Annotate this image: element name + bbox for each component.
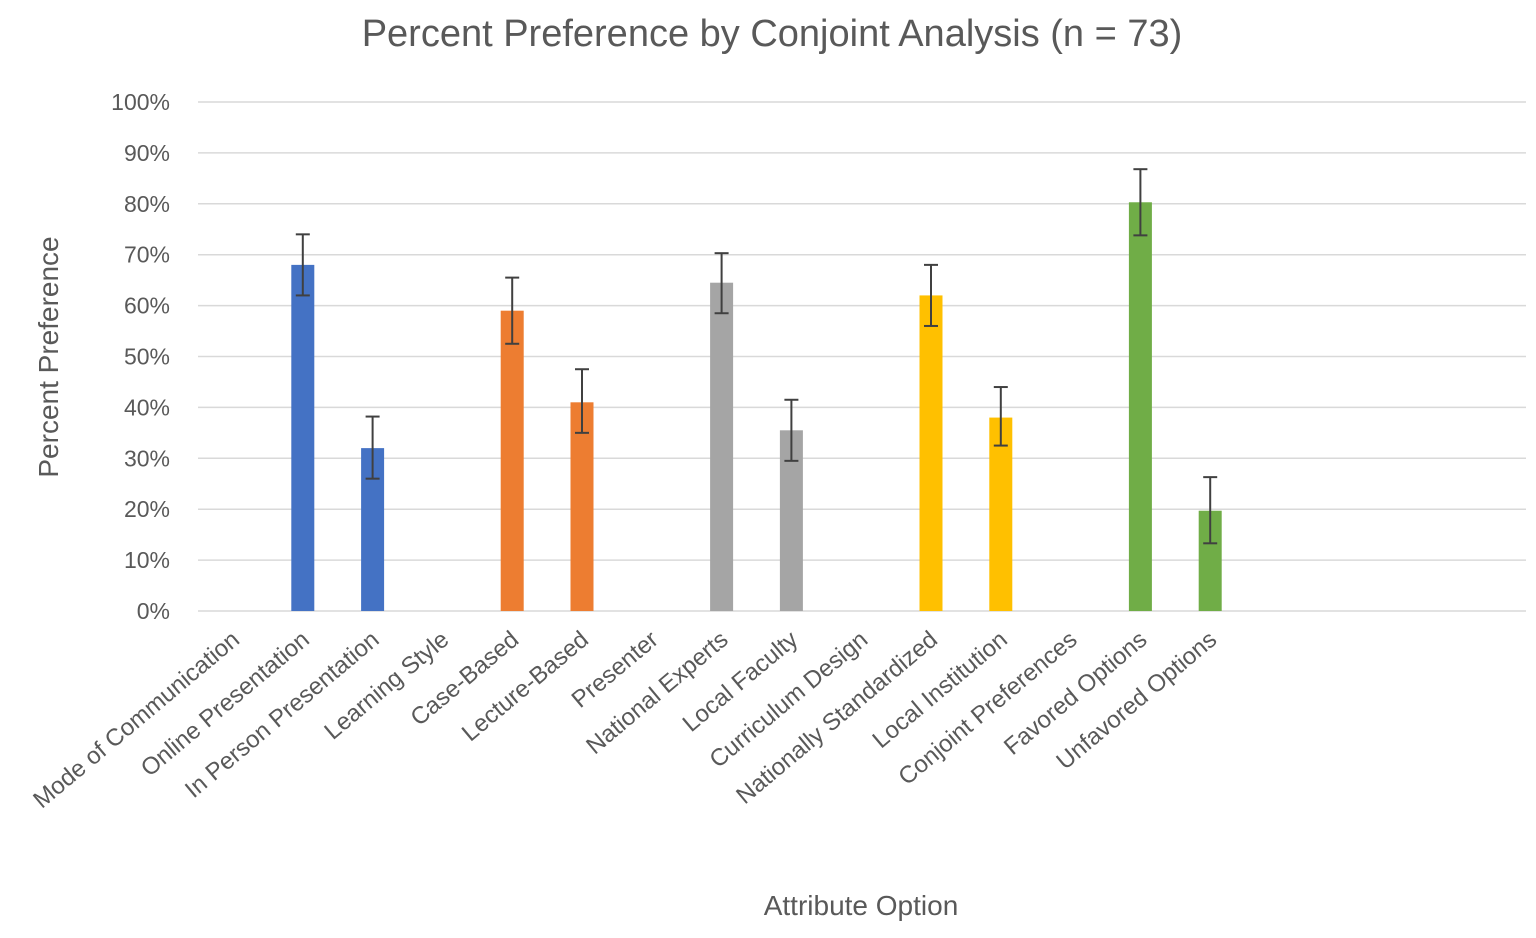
y-tick-label: 60% [124,293,170,319]
error-bar [575,368,589,434]
bar [1128,202,1152,611]
y-tick-label: 100% [111,89,170,115]
y-axis-title: Percent Preference [33,236,64,477]
y-tick-label: 90% [124,140,170,166]
bar [779,430,803,611]
error-bar [295,233,310,297]
bar [710,282,734,611]
error-bar [1133,168,1148,237]
bars [291,202,1222,611]
error-bar [924,263,938,327]
y-tick-label: 30% [124,445,170,471]
error-bar [505,276,520,345]
error-bar [365,415,380,480]
bar [989,417,1013,611]
x-tick-label: Learning Style [319,626,454,745]
bar [570,402,594,611]
error-bar [784,398,799,462]
x-axis-title: Attribute Option [764,890,959,921]
y-axis-ticks: 0% 10% 20% 30% 40% 50% 60% 70% 80% 90% 100% [111,89,170,624]
bar [919,295,943,611]
y-tick-label: 20% [124,496,170,522]
bar [361,448,385,611]
error-bars [295,168,1218,545]
bar [1198,510,1222,611]
bar [291,264,315,611]
chart-title: Percent Preference by Conjoint Analysis … [362,13,1183,55]
y-tick-label: 70% [124,242,170,268]
bar [500,310,524,611]
y-tick-label: 10% [124,547,170,573]
y-tick-label: 0% [137,598,170,624]
y-tick-label: 40% [124,394,170,420]
y-tick-label: 80% [124,191,170,217]
error-bar [1203,476,1218,545]
gridlines [198,101,1526,612]
y-tick-label: 50% [124,344,170,370]
error-bar [714,252,729,315]
error-bar [993,386,1008,447]
